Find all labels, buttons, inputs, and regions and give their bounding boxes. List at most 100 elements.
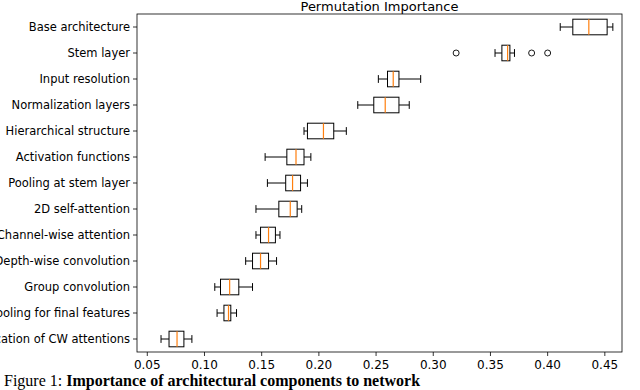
whisker-cap-high	[346, 127, 347, 135]
median	[292, 175, 293, 191]
plot-frame	[137, 14, 622, 352]
whisker-low	[378, 79, 387, 80]
box	[388, 71, 399, 87]
whisker-low	[265, 157, 287, 158]
whisker-cap-high	[236, 309, 237, 317]
whisker-low	[161, 339, 169, 340]
whisker-high	[607, 27, 613, 28]
x-tick-label: 0.10	[191, 358, 218, 372]
x-tick-label: 0.45	[591, 358, 618, 372]
whisker-cap-high	[191, 335, 192, 343]
whisker-cap-low	[265, 153, 266, 161]
y-tick	[133, 183, 137, 184]
caption: Figure 1:Importance of architectural com…	[4, 372, 420, 390]
y-tick	[133, 209, 137, 210]
x-tick-label: 0.20	[306, 358, 333, 372]
outlier	[545, 50, 551, 56]
category-label: Group convolution	[24, 280, 130, 294]
x-tick-label: 0.30	[420, 358, 447, 372]
whisker-low	[217, 313, 224, 314]
whisker-high	[239, 287, 253, 288]
whisker-cap-low	[217, 309, 218, 317]
whisker-high	[275, 235, 280, 236]
y-tick	[133, 157, 137, 158]
x-tick-label: 0.25	[363, 358, 390, 372]
x-tick-label: 0.05	[134, 358, 161, 372]
x-tick	[490, 352, 491, 356]
box	[279, 201, 297, 217]
box	[374, 97, 399, 113]
y-tick	[133, 131, 137, 132]
whisker-low	[267, 183, 285, 184]
x-tick	[433, 352, 434, 356]
box	[502, 45, 510, 61]
whisker-high	[304, 157, 311, 158]
title: Permutation Importance	[301, 0, 459, 14]
outlier	[453, 50, 459, 56]
box	[261, 227, 276, 243]
whisker-low	[304, 131, 307, 132]
whisker-cap-high	[420, 75, 421, 83]
whisker-high	[334, 131, 347, 132]
median	[260, 253, 261, 269]
x-tick	[547, 352, 548, 356]
whisker-cap-low	[304, 127, 305, 135]
whisker-low	[560, 27, 573, 28]
y-tick	[133, 53, 137, 54]
whisker-low	[246, 261, 253, 262]
whisker-high	[231, 313, 237, 314]
caption-label: Figure 1:	[4, 372, 62, 390]
category-label: Pooling at stem layer	[8, 176, 130, 190]
whisker-cap-high	[514, 49, 515, 57]
category-label: 2D self-attention	[34, 202, 130, 216]
whisker-cap-high	[310, 153, 311, 161]
whisker-cap-low	[161, 335, 162, 343]
whisker-high	[269, 261, 277, 262]
x-tick	[261, 352, 262, 356]
whisker-cap-low	[255, 205, 256, 213]
whisker-high	[184, 339, 192, 340]
median	[588, 19, 589, 35]
x-tick	[318, 352, 319, 356]
category-label: Input resolution	[39, 72, 130, 86]
median	[385, 97, 386, 113]
y-tick	[133, 235, 137, 236]
y-tick	[133, 287, 137, 288]
whisker-high	[510, 53, 515, 54]
y-tick	[133, 105, 137, 106]
chart: Permutation Importance 0.05 0.10 0.15 0.20 0.…	[0, 0, 640, 390]
y-tick	[133, 27, 137, 28]
category-label: Location of CW attentions	[0, 332, 130, 346]
category-label: Stem layer	[67, 46, 130, 60]
outlier	[529, 50, 535, 56]
box	[221, 279, 239, 295]
category-label: Depth-wise convolution	[0, 254, 130, 268]
whisker-cap-low	[255, 231, 256, 239]
whisker-high	[399, 79, 421, 80]
box	[224, 305, 231, 321]
whisker-cap-low	[245, 257, 246, 265]
boxes	[161, 19, 613, 347]
x-tick-label: 0.15	[248, 358, 275, 372]
box	[253, 253, 269, 269]
median	[323, 123, 324, 139]
box	[169, 331, 184, 347]
median	[393, 71, 394, 87]
x-tick	[147, 352, 148, 356]
whisker-low	[256, 209, 279, 210]
box	[573, 19, 607, 35]
whisker-low	[256, 235, 261, 236]
whisker-high	[399, 105, 409, 106]
median	[290, 201, 291, 217]
whisker-cap-high	[276, 257, 277, 265]
whisker-cap-high	[279, 231, 280, 239]
x-tick	[604, 352, 605, 356]
y-tick	[133, 79, 137, 80]
median	[268, 227, 269, 243]
whisker-high	[297, 209, 302, 210]
whisker-cap-low	[495, 49, 496, 57]
median	[176, 331, 177, 347]
whisker-cap-low	[357, 101, 358, 109]
category-label: Activation functions	[16, 150, 130, 164]
y-tick	[133, 261, 137, 262]
